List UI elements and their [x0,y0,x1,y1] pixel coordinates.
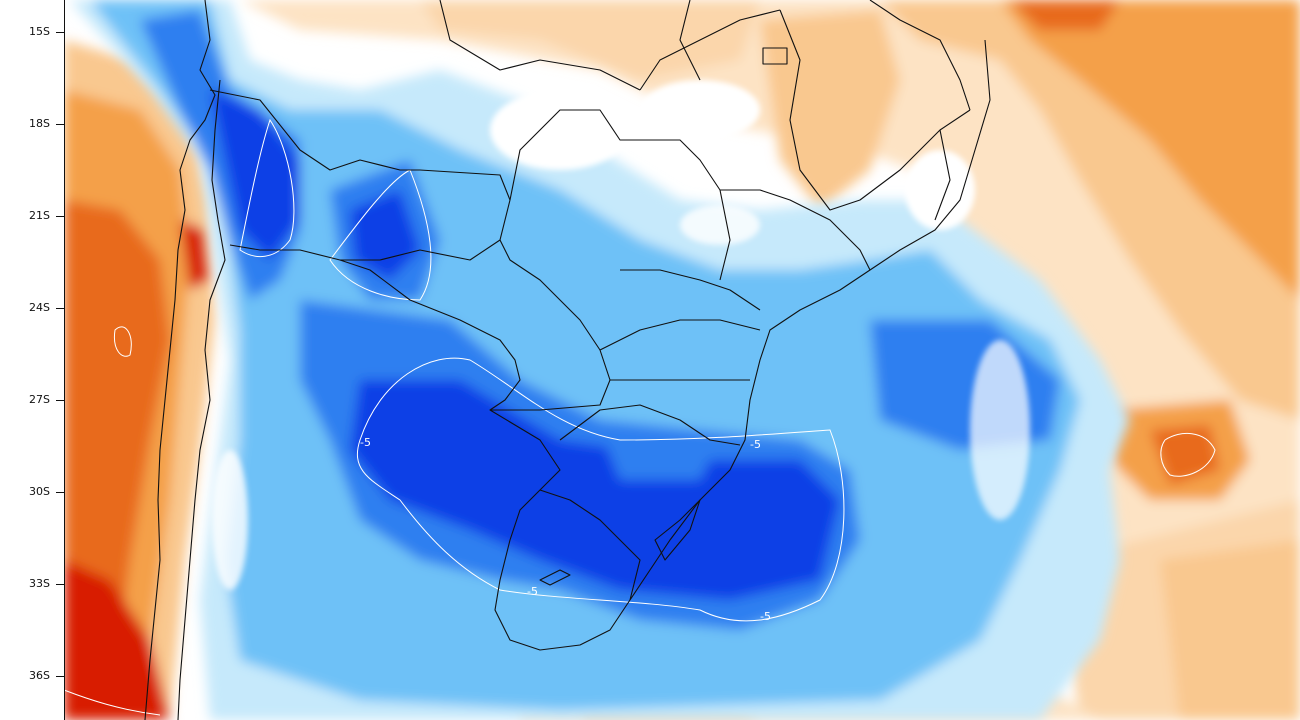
lat-tick-mark [56,124,64,125]
border-mg [779,9,971,211]
lat-tick-mark [56,216,64,217]
border-brazil-coast [629,39,991,601]
contour-label: -5 [750,438,761,451]
contour-label: -5 [760,610,771,623]
lat-tick-label: 24S [29,301,50,314]
border-parana-sp [599,319,761,351]
latitude-axis: 15S 18S 21S 24S 27S 30S 33S 36S [0,0,64,720]
lat-tick-label: 36S [29,669,50,682]
contour-warm-loop [1160,432,1216,477]
border-uruguay-brazil [539,489,641,601]
border-rs-sc [559,404,741,446]
contour-label: -5 [527,585,538,598]
lat-tick-mark [56,308,64,309]
contour-warm-south [63,689,161,716]
lat-tick-label: 15S [29,25,50,38]
border-brazil-states-1 [509,109,871,271]
cold-anomaly-shading [70,0,1130,720]
border-argentina-uruguay [489,409,631,651]
border-df [762,47,788,65]
contour-label-group: -5 -5 -5 -5 5 [183,436,771,719]
political-borders [144,0,991,720]
border-to [679,0,701,81]
lat-tick-label: 27S [29,393,50,406]
lat-tick-label: 18S [29,117,50,130]
lat-tick-label: 21S [29,209,50,222]
border-north [439,0,641,91]
lat-tick-label: 30S [29,485,50,498]
lat-tick-label: 33S [29,577,50,590]
contour-minus5-south [356,357,845,622]
contour-label: -5 [360,436,371,449]
lagoon-west [539,569,571,586]
border-bahia [869,0,971,111]
contour-minus5-north [329,169,432,301]
border-chile-argentina [177,79,226,720]
neutral-patches [212,80,1030,590]
contour-small-loop [113,326,132,357]
border-sp-ms [620,269,761,311]
border-es [934,129,951,221]
lat-tick-mark [56,400,64,401]
border-mt-go [639,9,781,91]
contour-lines [63,118,1216,716]
border-ms-go [719,189,731,281]
plot-border-left [64,0,65,720]
border-paraguay [339,239,611,411]
lat-tick-mark [56,584,64,585]
lat-tick-mark [56,32,64,33]
lat-tick-mark [56,492,64,493]
contour-minus5-andes [239,118,295,258]
lagoa-dos-patos [654,499,701,561]
contour-label: 5 [183,706,190,719]
lat-tick-mark [56,676,64,677]
